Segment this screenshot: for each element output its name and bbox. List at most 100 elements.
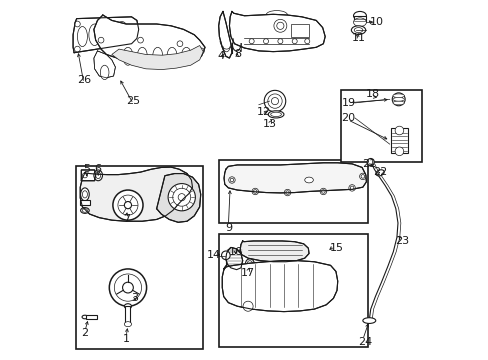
Circle shape [124, 202, 131, 209]
Circle shape [130, 45, 136, 51]
Circle shape [394, 147, 403, 156]
Circle shape [359, 173, 366, 180]
Circle shape [172, 188, 190, 206]
Ellipse shape [96, 172, 101, 179]
Ellipse shape [124, 304, 131, 309]
Ellipse shape [392, 94, 404, 98]
Circle shape [285, 191, 289, 194]
Ellipse shape [392, 101, 404, 105]
Text: 18: 18 [365, 89, 379, 99]
Polygon shape [224, 163, 366, 193]
Text: 12: 12 [257, 107, 271, 117]
Text: 15: 15 [329, 243, 344, 253]
Ellipse shape [152, 47, 163, 65]
Circle shape [273, 19, 286, 32]
Text: 9: 9 [224, 224, 231, 233]
Circle shape [366, 158, 373, 166]
Text: 19: 19 [341, 98, 355, 108]
Ellipse shape [89, 24, 100, 45]
Circle shape [348, 185, 355, 191]
Circle shape [321, 190, 325, 193]
Bar [390, 128, 407, 153]
Polygon shape [225, 247, 242, 270]
Text: 16: 16 [228, 247, 242, 257]
Text: 5: 5 [83, 164, 90, 174]
Text: 4: 4 [217, 51, 224, 61]
Ellipse shape [353, 18, 366, 27]
Ellipse shape [77, 27, 87, 46]
Circle shape [243, 301, 253, 311]
Polygon shape [156, 174, 201, 222]
Text: 3: 3 [131, 293, 138, 303]
Ellipse shape [82, 209, 87, 212]
Text: 11: 11 [351, 33, 366, 43]
Polygon shape [218, 12, 231, 58]
Ellipse shape [124, 321, 131, 327]
Text: 6: 6 [95, 164, 102, 174]
Text: 24: 24 [358, 337, 372, 347]
Bar [353, 16, 366, 22]
Circle shape [228, 177, 235, 183]
Circle shape [245, 259, 254, 267]
Circle shape [221, 251, 230, 260]
Ellipse shape [94, 170, 102, 181]
Circle shape [271, 98, 278, 105]
Bar [76, 166, 203, 348]
Ellipse shape [267, 111, 284, 118]
Polygon shape [112, 45, 203, 69]
Ellipse shape [392, 98, 404, 101]
Ellipse shape [362, 318, 375, 323]
Ellipse shape [102, 22, 113, 44]
Circle shape [264, 90, 285, 112]
Polygon shape [222, 261, 337, 312]
Polygon shape [229, 12, 325, 51]
Circle shape [82, 173, 87, 178]
Circle shape [178, 194, 185, 201]
Circle shape [113, 190, 142, 220]
Text: 26: 26 [77, 75, 91, 85]
Circle shape [230, 178, 233, 182]
Text: 1: 1 [122, 333, 129, 343]
Circle shape [284, 189, 290, 196]
Polygon shape [73, 17, 139, 53]
Circle shape [177, 41, 183, 46]
Circle shape [109, 269, 146, 306]
Ellipse shape [167, 47, 177, 65]
Circle shape [118, 195, 138, 215]
Circle shape [98, 37, 104, 43]
Ellipse shape [82, 191, 87, 198]
Text: 2: 2 [81, 328, 88, 338]
Ellipse shape [304, 177, 313, 183]
Circle shape [247, 261, 252, 266]
Text: 14: 14 [206, 250, 221, 260]
Bar [80, 200, 89, 205]
Ellipse shape [81, 188, 89, 201]
Circle shape [349, 186, 353, 190]
Circle shape [74, 21, 80, 27]
Ellipse shape [351, 26, 365, 35]
Text: 7: 7 [122, 215, 129, 224]
Circle shape [391, 93, 405, 106]
Circle shape [253, 190, 257, 193]
Circle shape [74, 46, 80, 52]
Ellipse shape [100, 65, 109, 80]
Text: 23: 23 [394, 236, 408, 246]
Text: 25: 25 [126, 96, 140, 106]
Ellipse shape [122, 47, 133, 65]
Circle shape [292, 39, 297, 44]
Circle shape [276, 22, 284, 30]
Circle shape [168, 184, 195, 211]
Bar [219, 234, 367, 347]
Circle shape [198, 48, 204, 54]
Polygon shape [240, 241, 308, 262]
Bar [86, 315, 97, 319]
Text: 8: 8 [233, 49, 241, 59]
Circle shape [263, 39, 268, 44]
Circle shape [304, 39, 309, 44]
Polygon shape [94, 15, 204, 67]
Circle shape [394, 126, 403, 135]
Text: 13: 13 [263, 120, 277, 129]
Text: 21: 21 [362, 159, 376, 169]
Circle shape [394, 95, 402, 104]
Circle shape [360, 175, 364, 178]
